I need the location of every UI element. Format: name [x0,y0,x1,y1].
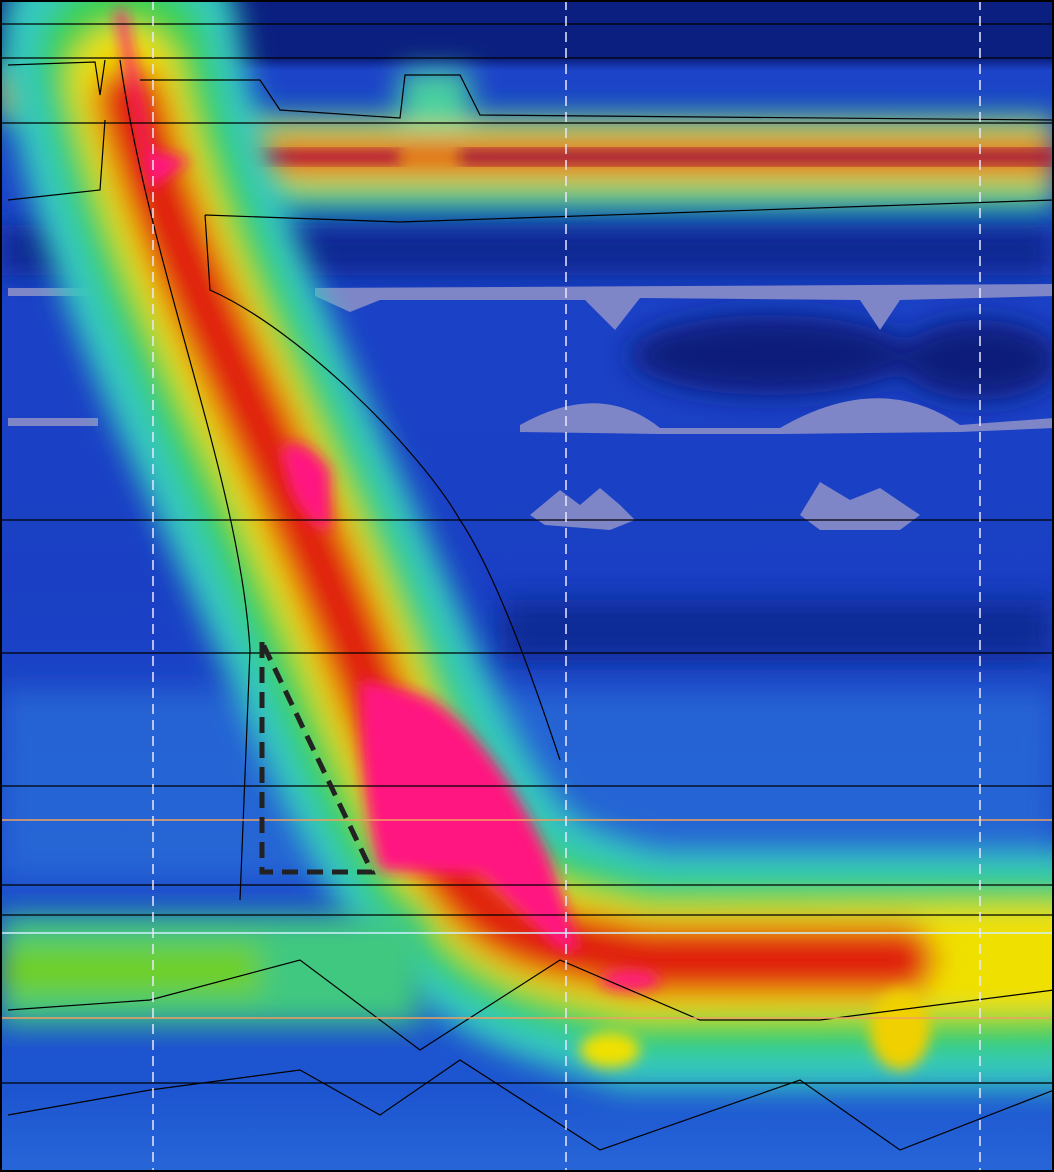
band-core [460,150,1054,164]
artifact [8,418,98,426]
pressure-topography [0,0,1054,1172]
zone [630,315,910,395]
upper-band-core [260,150,1054,164]
core [600,970,660,990]
page: (() => { const data = JSON.parse(documen… [0,0,1054,1172]
band-layer [0,945,260,995]
band-layer [400,70,470,130]
core [580,1032,640,1068]
zone [500,600,1054,660]
zone [900,320,1054,400]
band-core [260,150,400,164]
core [870,990,930,1070]
lower-band [0,915,420,1025]
